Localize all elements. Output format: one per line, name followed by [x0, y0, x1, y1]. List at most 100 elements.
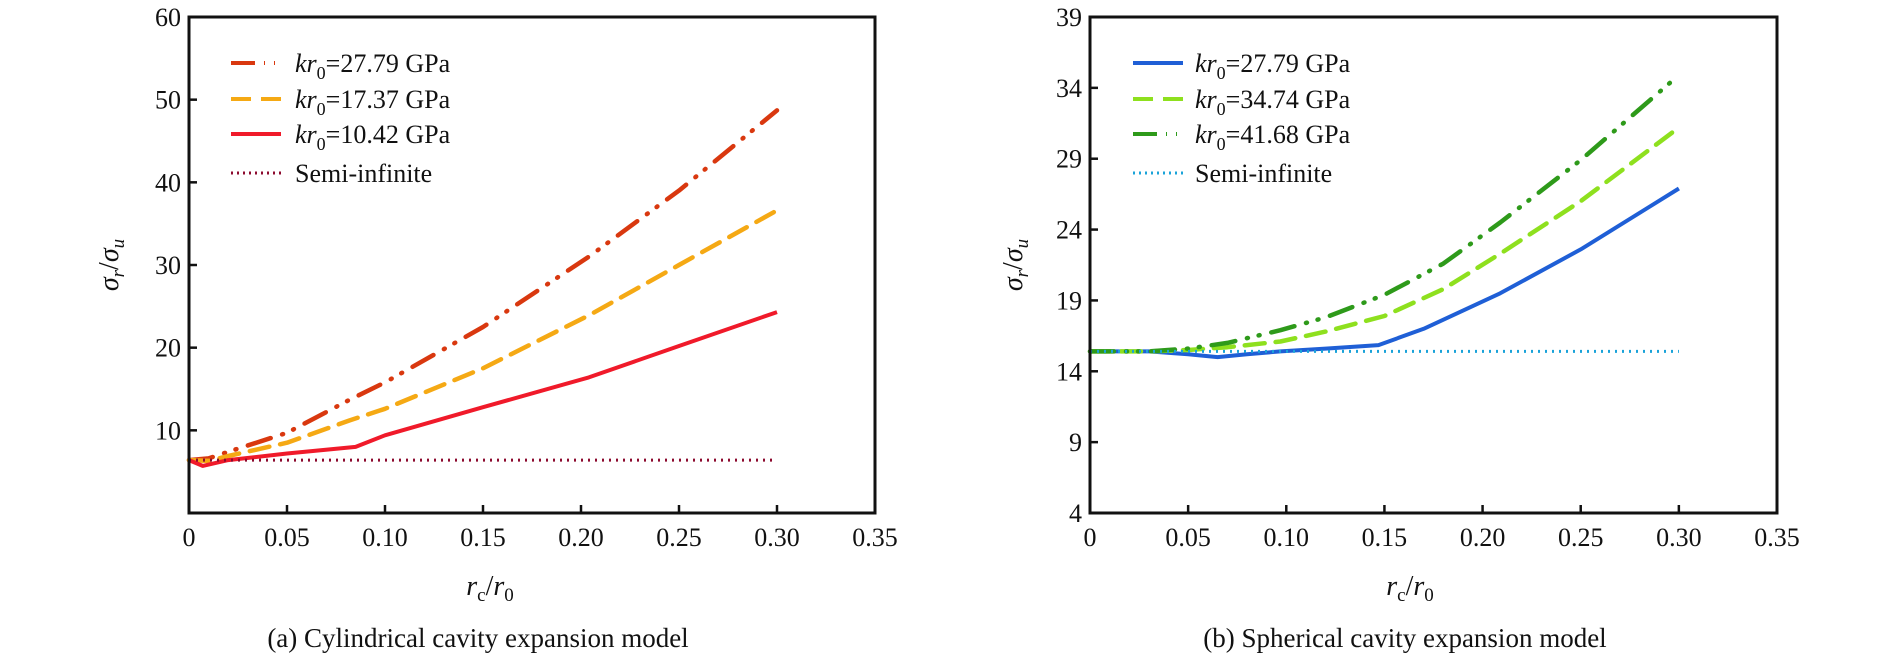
x-axis-title-part: r — [1413, 571, 1424, 602]
y-tick-label: 14 — [1056, 357, 1082, 386]
legend-item: kr0=34.74 GPa — [1133, 85, 1351, 119]
legend-item: kr0=27.79 GPa — [1133, 49, 1351, 83]
x-tick-label: 0.20 — [1460, 523, 1506, 552]
series-line-kr0-27-79-gpa — [1090, 186, 1680, 360]
legend-label-rest: =41.68 GPa — [1226, 120, 1351, 149]
y-tick-label: 50 — [155, 86, 181, 115]
legend-item: Semi-infinite — [1133, 159, 1332, 188]
legend-label-k: kr — [1195, 120, 1218, 149]
legend-label-sub: 0 — [317, 134, 326, 154]
legend-label: kr0=34.74 GPa — [1195, 85, 1351, 119]
legend-label-sub: 0 — [1217, 134, 1226, 154]
legend-label: kr0=27.79 GPa — [1195, 49, 1351, 83]
x-axis-title-part: / — [1406, 571, 1414, 602]
x-axis-title-part: 0 — [504, 585, 514, 606]
x-axis-title-part: r — [466, 571, 477, 602]
figure-caption: (b) Spherical cavity expansion model — [1203, 623, 1606, 653]
y-tick-label: 40 — [155, 168, 181, 197]
chart-panel-a: 0 0.05 0.10 0.15 0.20 0.25 0.30 0.35 10 20 30 40 50 6… — [94, 3, 898, 653]
y-axis-title-part: σ — [94, 276, 125, 291]
y-axis-title-part: u — [1012, 239, 1033, 249]
legend-label: Semi-infinite — [1195, 159, 1332, 188]
legend-item: kr0=10.42 GPa — [231, 120, 451, 154]
y-tick-label: 39 — [1056, 3, 1082, 32]
y-tick-label: 4 — [1069, 499, 1082, 528]
y-tick-label: 34 — [1056, 74, 1082, 103]
y-axis-title-part: / — [94, 262, 125, 270]
y-axis-title: σr/σu — [94, 239, 129, 291]
x-tick-label: 0 — [1084, 523, 1097, 552]
y-axis-title-part: σ — [998, 276, 1029, 291]
legend-label-k: kr — [295, 85, 318, 114]
y-tick-label: 30 — [155, 251, 181, 280]
series-line-kr0-27-79-gpa — [186, 108, 780, 463]
legend-label-sub: 0 — [317, 63, 326, 83]
legend-label-sub: 0 — [317, 99, 326, 119]
series-line-kr0-41-68-gpa — [1087, 72, 1682, 354]
legend-label: kr0=10.42 GPa — [295, 120, 451, 154]
x-axis-title: rc/r0 — [1386, 571, 1434, 606]
x-axis-title-part: / — [486, 571, 494, 602]
x-tick-label: 0.20 — [558, 523, 604, 552]
x-tick-label: 0.05 — [264, 523, 310, 552]
legend-label-sub: 0 — [1217, 63, 1226, 83]
y-axis-title-part: σ — [94, 247, 125, 262]
y-axis-title-part: r — [1012, 269, 1033, 277]
legend-item: Semi-infinite — [231, 159, 432, 188]
y-axis-title-part: r — [108, 269, 129, 277]
legend-label-rest: =10.42 GPa — [326, 120, 451, 149]
y-axis-title-part: σ — [998, 247, 1029, 262]
x-axis-title-part: r — [1386, 571, 1397, 602]
y-axis-title-part: u — [108, 239, 129, 249]
x-tick-label: 0.25 — [656, 523, 702, 552]
x-tick-label: 0.15 — [460, 523, 506, 552]
legend-item: kr0=27.79 GPa — [231, 49, 451, 83]
legend-label: kr0=17.37 GPa — [295, 85, 451, 119]
legend-label-sub: 0 — [1217, 99, 1226, 119]
y-tick-label: 29 — [1056, 145, 1082, 174]
x-tick-label: 0 — [183, 523, 196, 552]
legend-label: Semi-infinite — [295, 159, 432, 188]
legend-label-k: kr — [295, 120, 318, 149]
x-tick-label: 0.30 — [1656, 523, 1702, 552]
y-tick-label: 60 — [155, 3, 181, 32]
x-tick-label: 0.10 — [1264, 523, 1310, 552]
legend-label-rest: =27.79 GPa — [1226, 49, 1351, 78]
x-tick-label: 0.35 — [1754, 523, 1800, 552]
x-tick-label: 0.25 — [1558, 523, 1604, 552]
plot-frame — [1088, 15, 1779, 515]
figure-caption: (a) Cylindrical cavity expansion model — [267, 623, 688, 653]
y-tick-label: 20 — [155, 334, 181, 363]
legend-label-rest: =34.74 GPa — [1226, 85, 1351, 114]
x-axis-title: rc/r0 — [466, 571, 514, 606]
legend-label-rest: =17.37 GPa — [326, 85, 451, 114]
x-axis-title-part: c — [477, 585, 485, 606]
y-tick-label: 9 — [1069, 428, 1082, 457]
y-tick-label: 10 — [155, 416, 181, 445]
y-tick-label: 24 — [1056, 216, 1082, 245]
x-axis-title-part: c — [1397, 585, 1405, 606]
x-tick-label: 0.10 — [362, 523, 408, 552]
x-axis-title-part: 0 — [1424, 585, 1434, 606]
legend-item: kr0=17.37 GPa — [231, 85, 451, 119]
legend-label-rest: Semi-infinite — [1195, 159, 1332, 188]
y-axis-title: σr/σu — [998, 239, 1033, 291]
series-line-kr0-17-37-gpa — [186, 208, 780, 464]
series-line-kr0-10-42-gpa — [188, 310, 778, 468]
legend-label-k: kr — [1195, 49, 1218, 78]
x-axis-title-part: r — [493, 571, 504, 602]
legend-label-k: kr — [295, 49, 318, 78]
legend-label-rest: Semi-infinite — [295, 159, 432, 188]
legend-label-rest: =27.79 GPa — [326, 49, 451, 78]
x-tick-label: 0.15 — [1362, 523, 1408, 552]
legend-label: kr0=41.68 GPa — [1195, 120, 1351, 154]
y-axis-title-part: / — [998, 262, 1029, 270]
x-tick-label: 0.35 — [852, 523, 898, 552]
x-tick-label: 0.30 — [754, 523, 800, 552]
legend-item: kr0=41.68 GPa — [1133, 120, 1351, 154]
legend-label: kr0=27.79 GPa — [295, 49, 451, 83]
series-line-kr0-34-74-gpa — [1087, 125, 1682, 354]
